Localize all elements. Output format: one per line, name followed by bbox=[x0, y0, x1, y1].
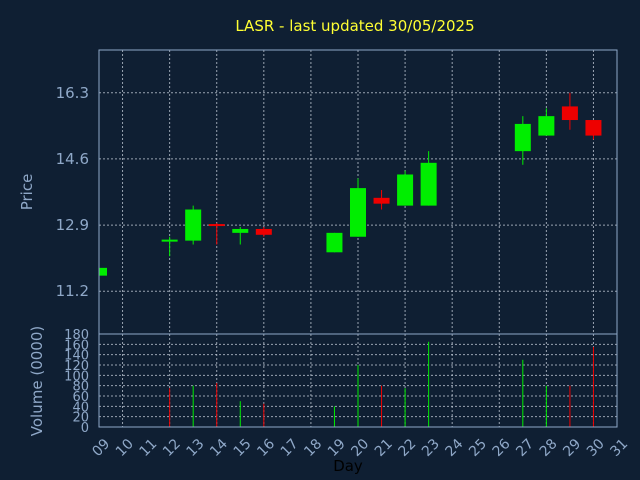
candle-21 bbox=[373, 190, 390, 210]
price-tick-label: 11.2 bbox=[56, 282, 89, 300]
x-tick-label: 18 bbox=[301, 436, 325, 460]
candle-body bbox=[208, 224, 225, 227]
x-tick-label: 25 bbox=[466, 436, 490, 460]
candle-body bbox=[420, 162, 437, 206]
candle-23 bbox=[420, 151, 437, 206]
price-axis-label: Price bbox=[18, 174, 36, 211]
price-tick-label: 14.6 bbox=[56, 150, 89, 168]
x-tick-label: 15 bbox=[231, 436, 255, 460]
candle-body bbox=[514, 123, 531, 152]
candle-body bbox=[397, 174, 414, 206]
candle-body bbox=[161, 239, 178, 242]
volume-tick-label: 120 bbox=[64, 359, 89, 374]
candle-13 bbox=[185, 205, 202, 245]
x-tick-label: 28 bbox=[537, 436, 561, 460]
volume-tick-label: 160 bbox=[64, 338, 89, 353]
candle-body bbox=[585, 120, 602, 136]
x-tick-label: 10 bbox=[113, 436, 137, 460]
x-tick-label: 11 bbox=[136, 436, 160, 460]
price-panel: 11.2 12.9 14.6 16.3 Price bbox=[18, 49, 618, 335]
candle-14 bbox=[208, 223, 225, 245]
candle-body bbox=[561, 106, 578, 121]
price-y-ticks: 11.2 12.9 14.6 16.3 bbox=[56, 84, 89, 300]
candle-29 bbox=[561, 92, 578, 130]
chart-title: LASR - last updated 30/05/2025 bbox=[235, 17, 474, 35]
volume-tick-label: 80 bbox=[72, 380, 89, 395]
volume-tick-label: 140 bbox=[64, 349, 89, 364]
volume-axis-label: Volume (0000) bbox=[28, 326, 46, 436]
candle-16 bbox=[255, 227, 272, 237]
x-tick-label: 30 bbox=[584, 436, 608, 460]
volume-tick-label: 180 bbox=[64, 328, 89, 343]
x-tick-label: 16 bbox=[254, 436, 278, 460]
x-tick-label: 29 bbox=[560, 436, 584, 460]
candle-09 bbox=[98, 267, 107, 276]
candle-20 bbox=[350, 178, 366, 237]
x-tick-label: 13 bbox=[184, 436, 208, 460]
x-tick-label: 27 bbox=[513, 436, 537, 460]
candle-22 bbox=[397, 170, 414, 206]
candle-body bbox=[185, 209, 202, 241]
volume-tick-label: 0 bbox=[81, 421, 89, 436]
candle-12 bbox=[161, 236, 178, 257]
x-tick-label: 09 bbox=[89, 436, 113, 460]
candle-body bbox=[350, 188, 366, 237]
x-tick-label: 22 bbox=[395, 436, 419, 460]
x-tick-label: 26 bbox=[490, 436, 514, 460]
volume-tick-label: 20 bbox=[72, 411, 89, 426]
candle-body bbox=[232, 228, 249, 233]
volume-tick-label: 100 bbox=[64, 369, 89, 384]
volume-frame bbox=[98, 333, 618, 428]
candles bbox=[98, 92, 602, 276]
x-tick-label: 12 bbox=[160, 436, 184, 460]
candle-body bbox=[99, 267, 107, 276]
candle-27 bbox=[514, 116, 531, 165]
x-tick-label: 14 bbox=[207, 436, 231, 460]
candle-body bbox=[538, 116, 555, 136]
price-tick-label: 16.3 bbox=[56, 84, 89, 102]
x-tick-label: 21 bbox=[372, 436, 396, 460]
candle-body bbox=[373, 197, 390, 204]
x-tick-label: 24 bbox=[443, 436, 467, 460]
candle-30 bbox=[585, 120, 602, 140]
volume-tick-label: 60 bbox=[72, 390, 89, 405]
volume-tick-label: 40 bbox=[72, 400, 89, 415]
candle-15 bbox=[232, 227, 249, 245]
x-tick-label: 31 bbox=[607, 436, 631, 460]
candle-body bbox=[255, 228, 272, 235]
x-tick-label: 23 bbox=[419, 436, 443, 460]
x-tick-label: 17 bbox=[278, 436, 302, 460]
candle-body bbox=[326, 232, 343, 253]
volume-bars bbox=[169, 341, 594, 427]
candle-19 bbox=[326, 232, 343, 253]
x-axis-label: Day bbox=[333, 457, 363, 475]
price-tick-label: 12.9 bbox=[56, 216, 89, 234]
candle-28 bbox=[538, 108, 555, 136]
